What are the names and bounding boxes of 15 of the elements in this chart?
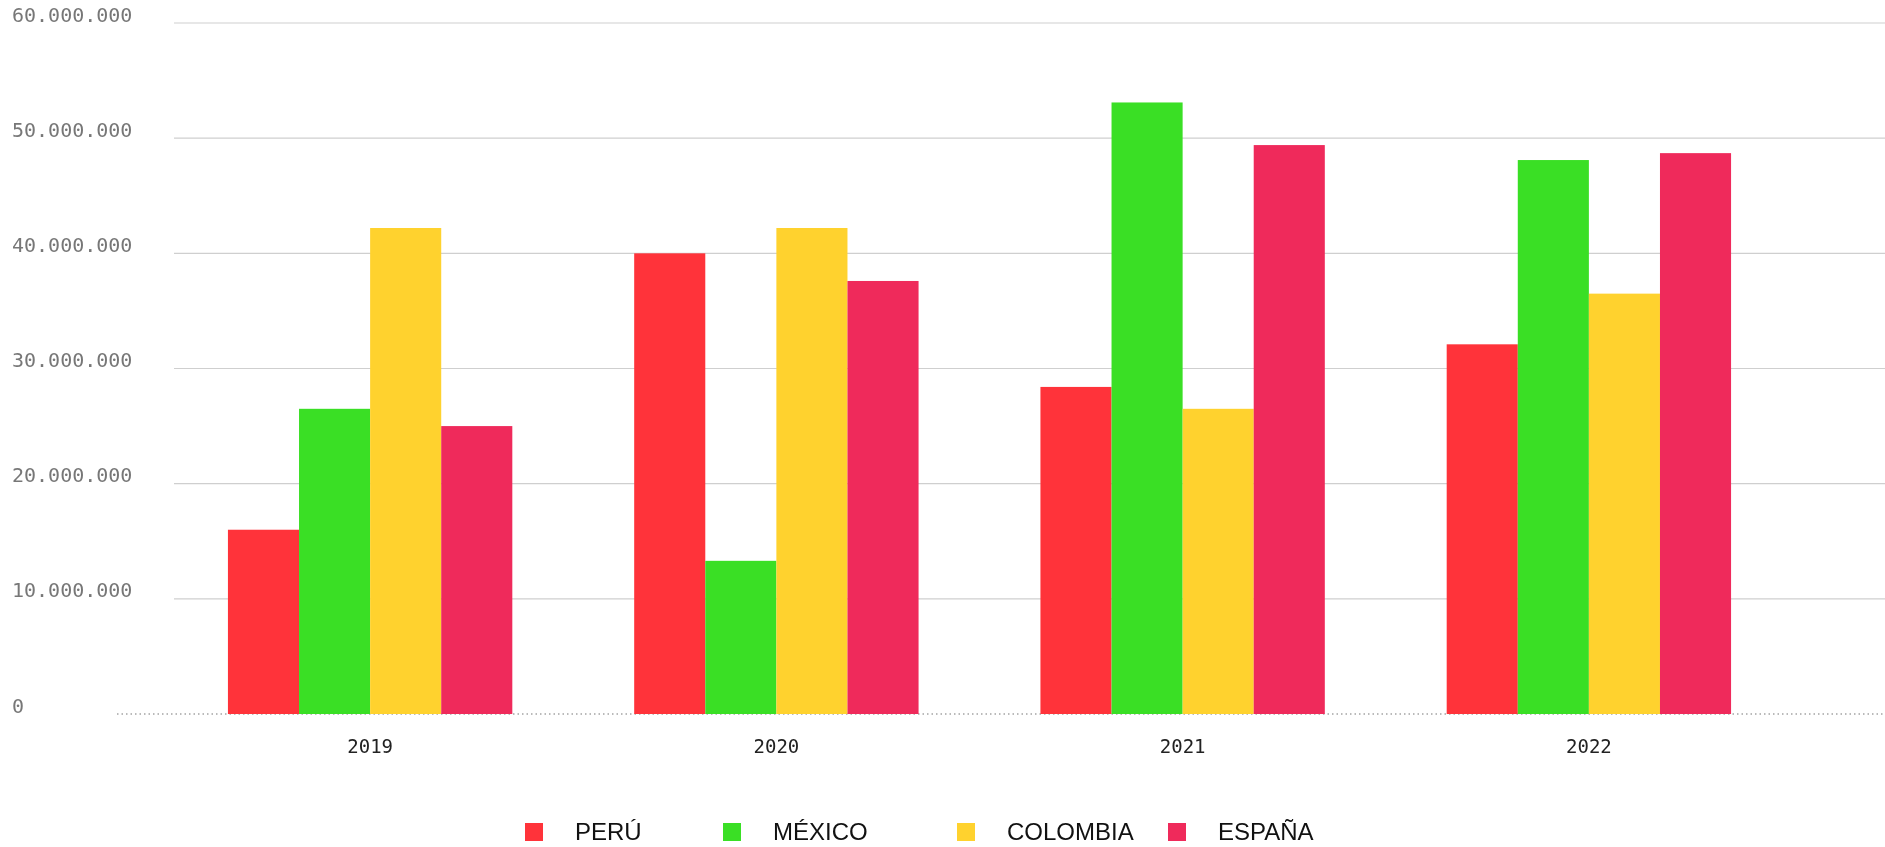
- x-tick-label: 2022: [1565, 734, 1612, 757]
- y-tick-label: 10.000.000: [12, 578, 133, 603]
- x-tick-label: 2019: [347, 734, 394, 757]
- x-tick-label: 2020: [753, 734, 800, 757]
- legend-label: ESPAÑA: [1218, 818, 1314, 845]
- legend-label: COLOMBIA: [1007, 818, 1134, 845]
- x-tick-label: 2021: [1159, 734, 1206, 757]
- y-tick-label: 50.000.000: [12, 117, 133, 142]
- y-tick-label: 20.000.000: [12, 463, 133, 488]
- legend-label: PERÚ: [575, 818, 642, 845]
- legend-label: MÉXICO: [773, 818, 868, 845]
- y-tick-label: 0: [12, 693, 25, 718]
- y-tick-label: 30.000.000: [12, 348, 133, 372]
- y-tick-label: 40.000.000: [12, 232, 133, 257]
- y-tick-label: 60.000.000: [12, 2, 133, 27]
